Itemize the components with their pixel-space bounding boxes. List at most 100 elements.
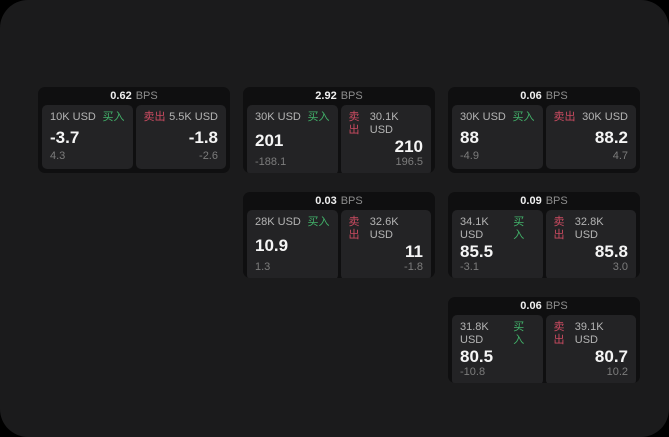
sell-delta: 10.2 [606,366,628,378]
buy-panel-header: 31.8K USD 买入 [460,321,535,347]
sell-panel-header: 卖出 30K USD [554,111,629,124]
bps-header: 0.06 BPS [448,297,640,315]
sell-price: 85.8 [594,242,628,261]
buy-panel[interactable]: 31.8K USD 买入 80.5 -10.8 [452,315,543,383]
sell-price: 80.7 [594,347,628,366]
buy-side-label: 买入 [307,111,330,123]
buy-price: 80.5 [460,347,494,366]
sell-panel-header: 卖出 30.1K USD [349,111,424,137]
pricing-tile-card: 0.06 BPS 31.8K USD 买入 80.5 -10.8 卖出 39.1… [448,297,640,383]
buy-amount-label: 30K USD [255,111,301,123]
buy-side-label: 买入 [513,216,525,241]
sell-delta: -1.8 [404,261,423,273]
buy-amount-label: 10K USD [50,111,96,123]
pricing-tile-card: 2.92 BPS 30K USD 买入 201 -188.1 卖出 30.1K … [243,87,435,173]
bps-header: 0.03 BPS [243,192,435,210]
bps-value: 0.09 [520,195,542,207]
buy-panel-header: 30K USD 买入 [255,111,330,124]
sell-panel[interactable]: 卖出 30.1K USD 210 196.5 [340,105,431,173]
buy-sell-panels: 34.1K USD 买入 85.5 -3.1 卖出 32.8K USD 85.8… [452,210,636,278]
buy-price: 10.9 [255,235,289,255]
buy-price: 201 [255,130,284,150]
bps-header: 0.06 BPS [448,87,640,105]
buy-panel-header: 34.1K USD 买入 [460,216,535,242]
bps-unit-label: BPS [545,300,568,312]
buy-sell-panels: 31.8K USD 买入 80.5 -10.8 卖出 39.1K USD 80.… [452,315,636,383]
sell-side-label: 卖出 [143,111,166,123]
sell-panel-header: 卖出 32.6K USD [349,216,424,242]
bps-unit-label: BPS [545,195,568,207]
bps-header: 0.09 BPS [448,192,640,210]
sell-panel[interactable]: 卖出 39.1K USD 80.7 10.2 [545,315,636,383]
buy-panel[interactable]: 34.1K USD 买入 85.5 -3.1 [452,210,543,278]
sell-delta: 3.0 [612,261,628,273]
pricing-tiles-grid: 0.62 BPS 10K USD 买入 -3.7 4.3 卖出 5.5K USD… [38,87,640,383]
sell-panel[interactable]: 卖出 32.6K USD 11 -1.8 [340,210,431,278]
pricing-tile-card: 0.62 BPS 10K USD 买入 -3.7 4.3 卖出 5.5K USD… [38,87,230,173]
sell-panel[interactable]: 卖出 5.5K USD -1.8 -2.6 [135,105,226,169]
sell-panel-header: 卖出 39.1K USD [554,321,629,347]
buy-panel[interactable]: 28K USD 买入 10.9 1.3 [247,210,338,278]
buy-delta: -10.8 [460,366,486,378]
sell-price: 11 [405,242,423,261]
buy-sell-panels: 30K USD 买入 88 -4.9 卖出 30K USD 88.2 4.7 [452,105,636,169]
bps-header: 0.62 BPS [38,87,230,105]
bps-value: 2.92 [315,90,337,102]
bps-value: 0.06 [520,300,542,312]
bps-unit-label: BPS [340,90,363,102]
buy-delta: -4.9 [460,150,479,162]
bps-header: 2.92 BPS [243,87,435,105]
sell-side-label: 卖出 [348,111,360,136]
buy-amount-label: 28K USD [255,216,301,228]
buy-price: 88 [460,127,479,147]
sell-panel[interactable]: 卖出 32.8K USD 85.8 3.0 [545,210,636,278]
buy-panel-header: 30K USD 买入 [460,111,535,124]
sell-delta: 4.7 [612,150,628,162]
sell-delta: -2.6 [199,150,218,162]
sell-amount-label: 30.1K USD [369,111,399,136]
buy-sell-panels: 10K USD 买入 -3.7 4.3 卖出 5.5K USD -1.8 -2.… [42,105,226,169]
buy-sell-panels: 28K USD 买入 10.9 1.3 卖出 32.6K USD 11 -1.8 [247,210,431,278]
buy-amount-label: 34.1K USD [460,216,489,241]
sell-amount-label: 32.8K USD [574,216,604,241]
sell-price: 210 [394,137,423,156]
buy-price: 85.5 [460,242,494,261]
sell-amount-label: 32.6K USD [369,216,399,241]
buy-price: -3.7 [50,127,80,147]
buy-panel[interactable]: 10K USD 买入 -3.7 4.3 [42,105,133,169]
buy-panel-header: 10K USD 买入 [50,111,125,124]
sell-amount-label: 5.5K USD [169,111,218,123]
buy-side-label: 买入 [102,111,125,123]
sell-amount-label: 30K USD [582,111,628,123]
buy-panel-header: 28K USD 买入 [255,216,330,229]
buy-delta: -3.1 [460,261,479,273]
bps-value: 0.06 [520,90,542,102]
buy-sell-panels: 30K USD 买入 201 -188.1 卖出 30.1K USD 210 1… [247,105,431,173]
sell-delta: 196.5 [395,156,423,168]
sell-price: -1.8 [188,127,218,147]
buy-delta: 1.3 [255,261,271,273]
sell-panel[interactable]: 卖出 30K USD 88.2 4.7 [545,105,636,169]
sell-side-label: 卖出 [553,216,565,241]
buy-side-label: 买入 [512,111,535,123]
pricing-tile-card: 0.03 BPS 28K USD 买入 10.9 1.3 卖出 32.6K US… [243,192,435,278]
buy-delta: 4.3 [50,150,66,162]
buy-delta: -188.1 [255,156,287,168]
buy-panel[interactable]: 30K USD 买入 201 -188.1 [247,105,338,173]
buy-amount-label: 30K USD [460,111,506,123]
buy-side-label: 买入 [307,216,330,228]
buy-amount-label: 31.8K USD [460,321,489,346]
buy-panel[interactable]: 30K USD 买入 88 -4.9 [452,105,543,169]
bps-unit-label: BPS [340,195,363,207]
bps-unit-label: BPS [135,90,158,102]
sell-side-label: 卖出 [553,111,576,123]
sell-side-label: 卖出 [348,216,360,241]
sell-panel-header: 卖出 32.8K USD [554,216,629,242]
sell-price: 88.2 [594,127,628,147]
buy-side-label: 买入 [513,321,525,346]
pricing-tile-card: 0.06 BPS 30K USD 买入 88 -4.9 卖出 30K USD 8… [448,87,640,173]
bps-value: 0.03 [315,195,337,207]
sell-amount-label: 39.1K USD [574,321,604,346]
sell-panel-header: 卖出 5.5K USD [144,111,219,124]
